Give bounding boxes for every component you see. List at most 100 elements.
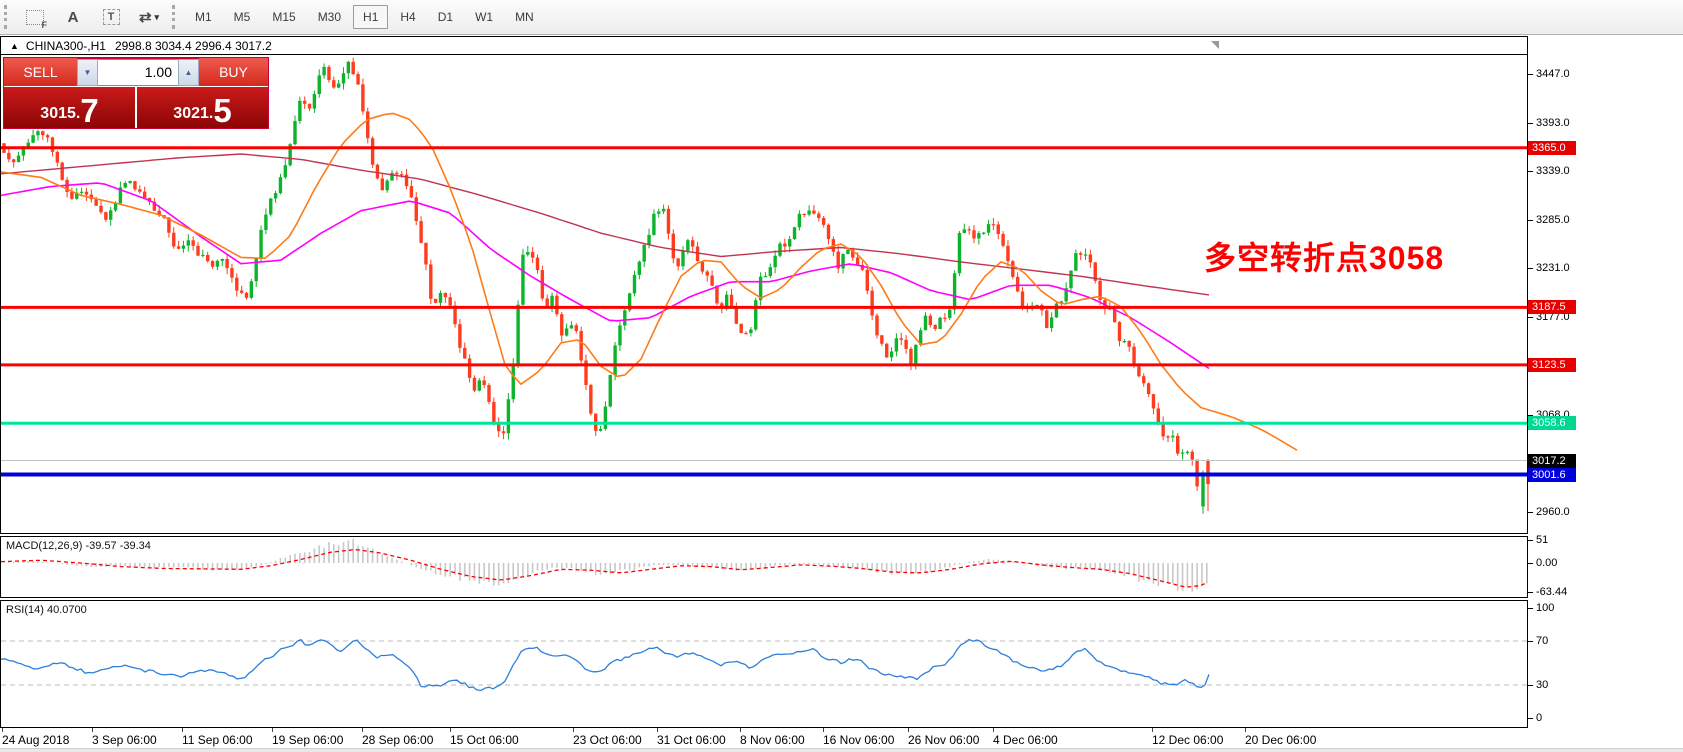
chevron-down-icon: ▾ <box>154 11 160 22</box>
volume-input[interactable]: 1.00 <box>98 59 178 86</box>
symbol-strip: ▲ CHINA300-,H1 2998.8 3034.4 2996.4 3017… <box>1 37 1527 55</box>
time-axis[interactable]: 24 Aug 2018 3 Sep 06:00 11 Sep 06:00 19 Sep… <box>0 728 1528 748</box>
macd-tick-label: 51 <box>1536 534 1549 547</box>
price-tick-label: 3393.0 <box>1536 116 1570 129</box>
time-tick-mark <box>450 728 451 732</box>
price-tick-label: 2960.0 <box>1536 505 1570 518</box>
macd-tick-mark <box>1528 591 1533 593</box>
price-tick-mark <box>1528 219 1533 221</box>
price-tick-mark <box>1528 171 1533 173</box>
scroll-to-end-marker[interactable] <box>1211 41 1219 49</box>
macd-plot[interactable] <box>1 537 1527 597</box>
time-tick-mark <box>993 728 994 732</box>
main-chart-panel: ▲ CHINA300-,H1 2998.8 3034.4 2996.4 3017… <box>0 36 1528 534</box>
letter-t-icon: T <box>102 9 120 25</box>
time-axis-label: 26 Nov 06:00 <box>908 733 980 747</box>
rsi-tick-mark <box>1528 608 1533 609</box>
price-tick-label: 3285.0 <box>1536 213 1570 226</box>
price-tick-mark <box>1528 268 1533 270</box>
volume-increase-button[interactable]: ▲ <box>178 59 199 86</box>
time-tick-mark <box>1245 728 1246 732</box>
rsi-plot[interactable] <box>1 601 1527 727</box>
timeframe-h1[interactable]: H1 <box>353 5 389 29</box>
timeframe-d1[interactable]: D1 <box>437 10 454 24</box>
time-tick-mark <box>362 728 363 732</box>
macd-tick-mark <box>1528 540 1533 542</box>
sell-price-button[interactable]: 3015. 7 <box>4 86 135 128</box>
price-tick-mark <box>1528 414 1533 416</box>
macd-tick-label: 0.00 <box>1536 557 1558 569</box>
timeframe-m15[interactable]: M15 <box>272 10 296 24</box>
rsi-tick-label: 70 <box>1536 635 1549 647</box>
price-axis[interactable]: 3447.0 3393.0 3339.0 3285.0 3231.0 3177.0 3068… <box>1528 36 1683 752</box>
time-tick-mark <box>1152 728 1153 732</box>
time-axis-label: 4 Dec 06:00 <box>993 733 1058 747</box>
price-tick-label: 3339.0 <box>1536 165 1570 178</box>
collapse-trade-panel-icon[interactable]: ▲ <box>10 40 19 51</box>
window-bottom-strip <box>0 748 1683 752</box>
price-line-label: 3123.5 <box>1528 357 1576 372</box>
time-axis-label: 19 Sep 06:00 <box>272 733 344 747</box>
price-tick-label: 3231.0 <box>1536 262 1570 275</box>
time-tick-mark <box>182 728 183 732</box>
time-tick-mark <box>2 728 3 732</box>
letter-a-icon: A <box>67 8 79 26</box>
volume-decrease-button[interactable]: ▼ <box>77 59 98 86</box>
sell-button[interactable]: SELL <box>4 58 77 86</box>
time-tick-mark <box>823 728 824 732</box>
time-axis-label: 3 Sep 06:00 <box>92 733 157 747</box>
time-tick-mark <box>740 728 741 732</box>
time-axis-label: 8 Nov 06:00 <box>740 733 805 747</box>
price-tick-mark <box>1528 122 1533 124</box>
macd-tick-label: -63.44 <box>1536 585 1568 598</box>
time-axis-label: 11 Sep 06:00 <box>182 733 253 747</box>
rsi-tick-label: 100 <box>1536 602 1555 614</box>
symbol-title: CHINA300-,H1 <box>25 38 106 53</box>
rsi-tick-mark <box>1528 718 1533 719</box>
text-box-button[interactable]: T <box>96 3 126 31</box>
text-annotation: 多空转折点3058 <box>1204 240 1445 276</box>
ohlc-values: 2998.8 3034.4 2996.4 3017.2 <box>114 38 272 53</box>
timeframe-h4[interactable]: H4 <box>400 10 416 24</box>
time-tick-mark <box>92 728 93 732</box>
rsi-tick-mark <box>1528 685 1533 686</box>
timeframe-w1[interactable]: W1 <box>475 10 494 24</box>
rsi-indicator-label: RSI(14) 40.0700 <box>6 604 87 616</box>
price-line-label: 3365.0 <box>1528 140 1576 155</box>
price-line-label: 3001.6 <box>1528 467 1576 482</box>
timeframe-mn[interactable]: MN <box>515 10 534 24</box>
time-axis-label: 23 Oct 06:00 <box>573 733 642 747</box>
time-axis-label: 20 Dec 06:00 <box>1245 733 1317 747</box>
one-click-trading-panel: SELL ▼ 1.00 ▲ BUY 3015. 7 3021. 5 <box>3 57 269 129</box>
cycle-arrows-icon: ⇄ <box>138 9 152 26</box>
timeframe-m1[interactable]: M1 <box>195 10 212 24</box>
text-label-button[interactable]: A <box>58 3 88 31</box>
time-axis-label: 24 Aug 2018 <box>2 733 70 747</box>
toolbar-drag-handle-2[interactable] <box>172 5 178 29</box>
macd-indicator-label: MACD(12,26,9) -39.57 -39.34 <box>6 540 151 552</box>
price-tick-mark <box>1528 511 1533 513</box>
toolbar-drag-handle[interactable] <box>4 5 10 29</box>
grid-icon: F <box>26 9 47 30</box>
rsi-panel: RSI(14) 40.0700 <box>0 600 1528 728</box>
time-tick-mark <box>908 728 909 732</box>
time-tick-mark <box>657 728 658 732</box>
rsi-tick-label: 30 <box>1536 679 1549 691</box>
buy-button[interactable]: BUY <box>199 58 268 86</box>
volume-spinner: ▼ 1.00 ▲ <box>77 58 199 86</box>
price-tick-mark <box>1528 73 1533 75</box>
macd-panel: MACD(12,26,9) -39.57 -39.34 <box>0 536 1528 598</box>
buy-price-button[interactable]: 3021. 5 <box>137 86 268 128</box>
main-chart-plot[interactable] <box>1 55 1527 533</box>
time-axis-label: 16 Nov 06:00 <box>823 733 895 747</box>
timeframe-m5[interactable]: M5 <box>233 10 251 24</box>
chart-window-grid-icon[interactable]: F <box>20 3 50 31</box>
cycle-arrows-button[interactable]: ⇄ ▾ <box>134 3 164 31</box>
timeframe-m30[interactable]: M30 <box>317 10 342 24</box>
price-line-label: 3058.6 <box>1528 416 1576 431</box>
rsi-tick-mark <box>1528 641 1533 642</box>
toolbar: F A T ⇄ ▾ M1 M5 M15 M30 H1 H4 D1 W1 MN <box>0 0 1683 35</box>
time-tick-mark <box>573 728 574 732</box>
price-tick-mark <box>1528 316 1533 318</box>
timeframe-bar: M1 M5 M15 M30 H1 H4 D1 W1 MN <box>184 5 545 29</box>
